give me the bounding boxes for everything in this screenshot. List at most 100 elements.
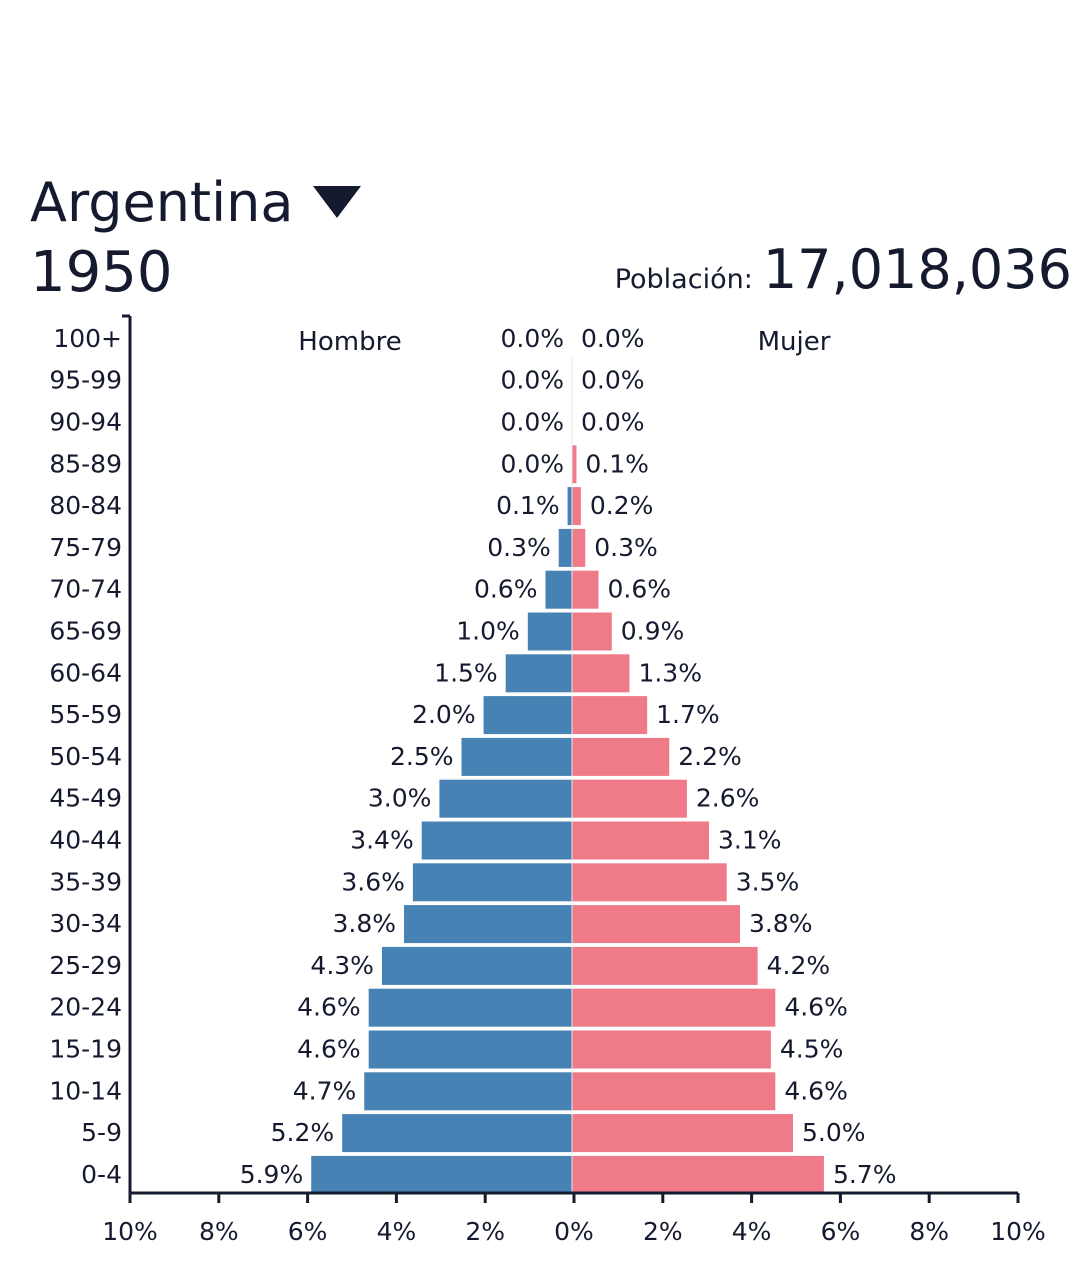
male-value-label: 0.6% [474,575,538,604]
female-value-label: 1.7% [656,700,720,729]
age-group-label: 45-49 [49,784,122,813]
chart-header: Argentina 1950 Población: 17,018,036 [0,0,1080,310]
age-group-label: 95-99 [49,366,122,395]
female-value-label: 0.0% [581,408,645,437]
male-bar [342,1114,572,1153]
female-bar [572,1155,824,1194]
female-value-label: 4.6% [784,1076,848,1105]
female-bar [572,779,687,818]
female-bar [572,445,577,484]
age-group-label: 50-54 [49,742,122,771]
male-value-label: 3.0% [368,784,432,813]
female-bar [572,1114,793,1153]
female-value-label: 0.3% [594,533,658,562]
country-name: Argentina [30,171,294,234]
male-value-label: 5.2% [271,1118,335,1147]
female-bar [572,612,612,651]
male-value-label: 3.8% [333,909,397,938]
legend-male: Hombre [298,327,401,357]
age-group-label: 25-29 [49,951,122,980]
male-bar [567,487,572,526]
age-group-label: 35-39 [49,867,122,896]
male-value-label: 0.0% [500,408,564,437]
male-value-label: 0.1% [496,491,560,520]
female-value-label: 0.1% [585,449,649,478]
population-summary: Población: 17,018,036 [615,238,1072,301]
female-bar [572,654,630,693]
female-value-label: 1.3% [638,658,702,687]
female-bar [572,696,648,735]
female-value-label: 3.1% [718,826,782,855]
male-value-label: 0.0% [500,324,564,353]
age-group-label: 80-84 [49,491,122,520]
male-value-label: 4.6% [297,993,361,1022]
female-value-label: 4.5% [780,1035,844,1064]
female-bar [572,946,758,985]
male-bar [421,821,572,860]
male-bar [483,696,572,735]
male-value-label: 1.0% [456,617,520,646]
male-value-label: 0.3% [487,533,551,562]
age-group-label: 90-94 [49,408,122,437]
age-group-label: 65-69 [49,617,122,646]
year-label: 1950 [30,240,173,305]
age-group-label: 0-4 [81,1160,122,1189]
male-bar [311,1155,572,1194]
x-tick-label: 6% [288,1217,328,1246]
country-selector[interactable]: Argentina [30,168,362,238]
male-bar [439,779,572,818]
male-bar [527,612,572,651]
age-group-label: 20-24 [49,993,122,1022]
male-bar [368,988,572,1027]
female-value-label: 0.6% [608,575,672,604]
male-value-label: 2.0% [412,700,476,729]
triangle-down-icon[interactable] [313,186,362,220]
age-group-label: 75-79 [49,533,122,562]
female-value-label: 2.2% [678,742,742,771]
male-bar [505,654,572,693]
male-bar [558,528,572,567]
female-bar [572,528,586,567]
male-bar [368,1030,572,1069]
age-group-label: 60-64 [49,658,122,687]
female-value-label: 5.7% [833,1160,897,1189]
female-value-label: 3.5% [736,867,800,896]
population-label: Población: [614,264,753,295]
female-bar [572,821,710,860]
female-value-label: 0.0% [581,324,645,353]
male-bar [404,905,572,944]
male-value-label: 5.9% [240,1160,304,1189]
age-group-label: 40-44 [49,826,122,855]
female-bar [572,988,776,1027]
female-bar [572,863,727,902]
male-value-label: 3.6% [341,867,405,896]
male-bar [364,1072,572,1111]
male-bar [545,570,572,609]
female-value-label: 3.8% [749,909,813,938]
male-value-label: 4.6% [297,1035,361,1064]
age-group-label: 10-14 [49,1076,122,1105]
male-value-label: 4.3% [310,951,374,980]
female-value-label: 4.6% [784,993,848,1022]
x-tick-label: 10% [990,1217,1046,1246]
male-value-label: 4.7% [293,1076,357,1105]
x-tick-label: 6% [821,1217,861,1246]
female-bar [572,905,740,944]
x-tick-label: 4% [377,1217,417,1246]
male-value-label: 0.0% [500,366,564,395]
male-value-label: 0.0% [500,449,564,478]
female-value-label: 0.9% [621,617,685,646]
age-group-label: 5-9 [81,1118,122,1147]
female-bar [572,737,670,776]
x-tick-label: 10% [102,1217,158,1246]
population-value: 17,018,036 [762,238,1072,301]
age-group-label: 30-34 [49,909,122,938]
female-bar [572,1072,776,1111]
age-group-label: 70-74 [49,575,122,604]
x-tick-label: 0% [554,1217,594,1246]
female-value-label: 2.6% [696,784,760,813]
x-tick-label: 2% [465,1217,505,1246]
female-bar [572,1030,771,1069]
male-value-label: 3.4% [350,826,414,855]
